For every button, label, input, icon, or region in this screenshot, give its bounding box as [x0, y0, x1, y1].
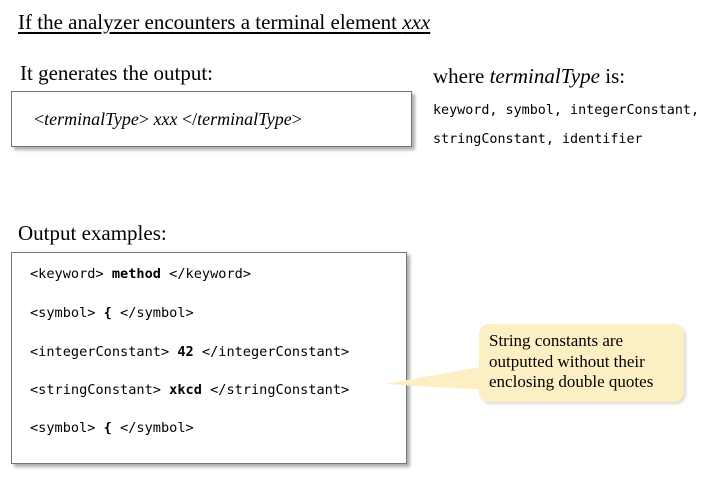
output-format-box: <terminalType> xxx </terminalType> — [11, 91, 412, 147]
example-close-tag: </stringConstant> — [210, 382, 350, 398]
callout-line: enclosing double quotes — [489, 372, 654, 391]
format-close-name: terminalType — [197, 109, 292, 129]
format-open-name: terminalType — [44, 109, 139, 129]
example-line: <symbol> { </symbol> — [30, 305, 194, 321]
example-line: <keyword> method </keyword> — [30, 266, 251, 282]
example-line: <symbol> { </symbol> — [30, 420, 194, 436]
format-open-tag: <terminalType> — [34, 109, 149, 129]
example-value: { — [103, 420, 112, 436]
example-open-tag: <symbol> — [30, 305, 96, 321]
format-close-tag: </terminalType> — [181, 109, 302, 129]
example-value: xkcd — [169, 382, 202, 398]
output-format: <terminalType> xxx </terminalType> — [34, 109, 302, 130]
example-open-tag: <keyword> — [30, 266, 104, 282]
example-value: { — [103, 305, 112, 321]
terminal-types-line: stringConstant, identifier — [433, 132, 643, 147]
terminal-types-line: keyword, symbol, integerConstant, — [433, 103, 700, 118]
callout-pointer — [384, 366, 486, 390]
where-var: terminalType — [489, 64, 600, 88]
examples-label: Output examples: — [18, 221, 167, 245]
callout-text: String constants are outputted without t… — [489, 331, 679, 393]
where-label: where terminalType is: — [433, 64, 625, 89]
heading-text: If the analyzer encounters a terminal el… — [18, 10, 397, 34]
example-value: 42 — [177, 344, 194, 360]
example-close-tag: </symbol> — [120, 305, 194, 321]
heading-var: xxx — [402, 10, 431, 34]
callout-line: outputted without their — [489, 351, 645, 371]
format-var: xxx — [153, 109, 178, 129]
example-open-tag: <symbol> — [30, 420, 96, 436]
slide-heading: If the analyzer encounters a terminal el… — [18, 10, 430, 35]
example-value: method — [111, 266, 161, 282]
example-line: <stringConstant> xkcd </stringConstant> — [30, 382, 349, 398]
examples-box: <keyword> method </keyword> <symbol> { <… — [11, 252, 407, 464]
callout-line: String constants are — [489, 331, 624, 350]
example-close-tag: </keyword> — [169, 266, 251, 282]
callout-note: String constants are outputted without t… — [479, 324, 684, 402]
terminal-types-list: keyword, symbol, integerConstant, string… — [433, 96, 723, 154]
example-close-tag: </symbol> — [120, 420, 194, 436]
generates-label: It generates the output: — [20, 61, 214, 85]
example-close-tag: </integerConstant> — [201, 344, 350, 360]
example-open-tag: <stringConstant> — [30, 382, 161, 398]
example-open-tag: <integerConstant> — [30, 344, 170, 360]
where-prefix: where — [433, 64, 485, 88]
example-line: <integerConstant> 42 </integerConstant> — [30, 344, 349, 360]
where-suffix: is: — [605, 64, 626, 88]
